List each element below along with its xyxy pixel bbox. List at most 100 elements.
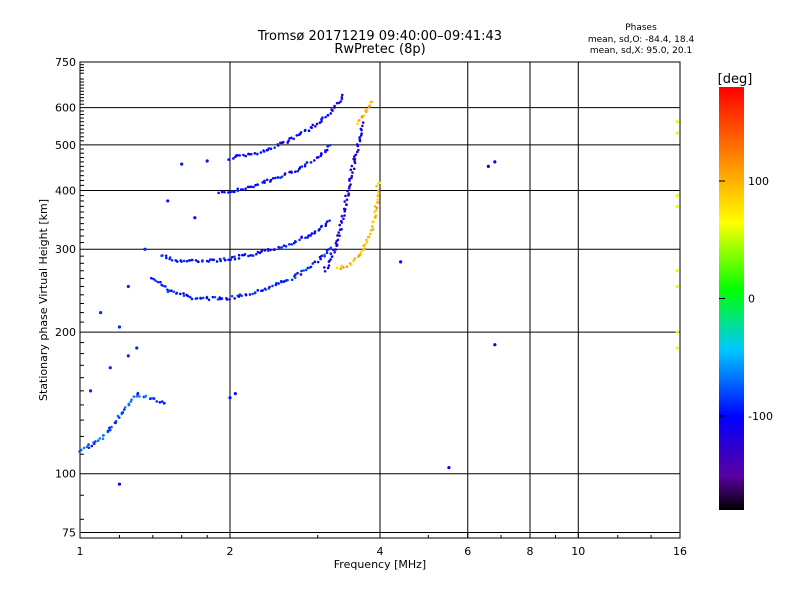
echo-point (359, 252, 362, 255)
echo-point (350, 176, 353, 180)
echo-point (282, 280, 286, 283)
echo-point (99, 310, 103, 315)
echo-point (329, 112, 333, 115)
echo-point (338, 223, 342, 227)
echo-point (286, 278, 289, 282)
echo-point (281, 140, 285, 144)
echo-point (303, 163, 307, 166)
echo-point (300, 165, 304, 168)
echo-point (237, 253, 241, 257)
echo-point (178, 292, 182, 296)
echo-point (340, 264, 344, 268)
echo-point (358, 136, 361, 139)
echo-point (227, 191, 230, 194)
echo-point (152, 397, 156, 400)
echo-point (331, 248, 335, 252)
echo-point (335, 101, 339, 105)
echo-point (349, 183, 352, 186)
y-tick-label: 75 (62, 526, 76, 539)
echo-point (269, 147, 273, 151)
echo-point (216, 298, 220, 301)
echo-point (328, 219, 331, 222)
echo-point (377, 189, 380, 192)
echo-point (294, 240, 297, 244)
stats-heading: Phases (625, 23, 657, 33)
x-tick-label: 2 (227, 545, 234, 558)
echo-point (241, 188, 245, 191)
x-tick-label: 16 (673, 545, 687, 558)
echo-point (259, 151, 263, 154)
echo-point (339, 267, 342, 271)
echo-point (108, 426, 111, 430)
echo-point (90, 444, 94, 448)
echo-point (205, 159, 209, 163)
echo-point (326, 266, 330, 270)
echo-point (294, 273, 297, 276)
echo-point (302, 269, 305, 272)
echo-point (264, 288, 268, 291)
y-tick-label: 300 (55, 243, 76, 256)
echo-point (344, 194, 347, 198)
echo-point (250, 185, 253, 189)
echo-point (155, 400, 159, 403)
echo-point (675, 194, 679, 198)
echo-point (333, 250, 336, 254)
y-tick-label: 100 (55, 468, 76, 481)
echo-point (356, 150, 359, 154)
echo-point (294, 170, 297, 174)
echo-point (329, 246, 333, 250)
echo-point (276, 176, 280, 179)
echo-point (117, 325, 122, 329)
echo-point (348, 177, 351, 181)
echo-point (262, 150, 266, 153)
echo-point (345, 198, 349, 202)
echo-point (343, 200, 347, 203)
echo-point (345, 265, 349, 268)
echo-point (351, 171, 354, 174)
echo-point (321, 116, 324, 120)
echo-point (358, 118, 361, 122)
x-axis: 1 2 4 6 8 10 16 (77, 532, 687, 558)
echo-point (363, 247, 367, 250)
echo-point (248, 185, 251, 189)
echo-point (135, 346, 139, 350)
echo-point (98, 437, 102, 440)
echo-point (102, 433, 105, 437)
echo-point (303, 128, 307, 132)
echo-point (324, 224, 328, 228)
echo-point (323, 253, 326, 257)
echo-point (362, 114, 366, 117)
echo-point (138, 395, 141, 398)
echo-point (123, 408, 126, 411)
echo-point (260, 248, 264, 252)
echo-point (248, 293, 252, 296)
echo-point (180, 260, 183, 263)
echo-point (220, 190, 224, 193)
echo-point (251, 254, 255, 257)
echo-point (160, 400, 164, 403)
echo-point (166, 199, 170, 203)
echo-point (675, 131, 679, 135)
echo-point (346, 189, 349, 193)
echo-point (290, 243, 293, 246)
echo-point (342, 266, 345, 269)
echo-points (78, 93, 679, 486)
echo-point (251, 292, 255, 296)
echo-point (368, 232, 372, 236)
echo-point (304, 268, 308, 272)
echo-point (101, 437, 105, 441)
echo-point (280, 246, 284, 249)
echo-point (358, 138, 362, 141)
stats-o-line: mean, sd,O: -84.4, 18.4 (588, 35, 695, 45)
echo-point (340, 96, 344, 99)
echo-point (263, 179, 266, 183)
echo-point (330, 255, 334, 258)
echo-point (143, 247, 147, 251)
echo-point (316, 260, 320, 264)
echo-point (136, 392, 139, 396)
echo-point (325, 251, 329, 255)
echo-point (353, 157, 357, 161)
x-axis-label: Frequency [MHz] (334, 558, 426, 571)
echo-point (261, 289, 264, 292)
chart-subtitle: RwPretec (8p) (334, 42, 425, 57)
